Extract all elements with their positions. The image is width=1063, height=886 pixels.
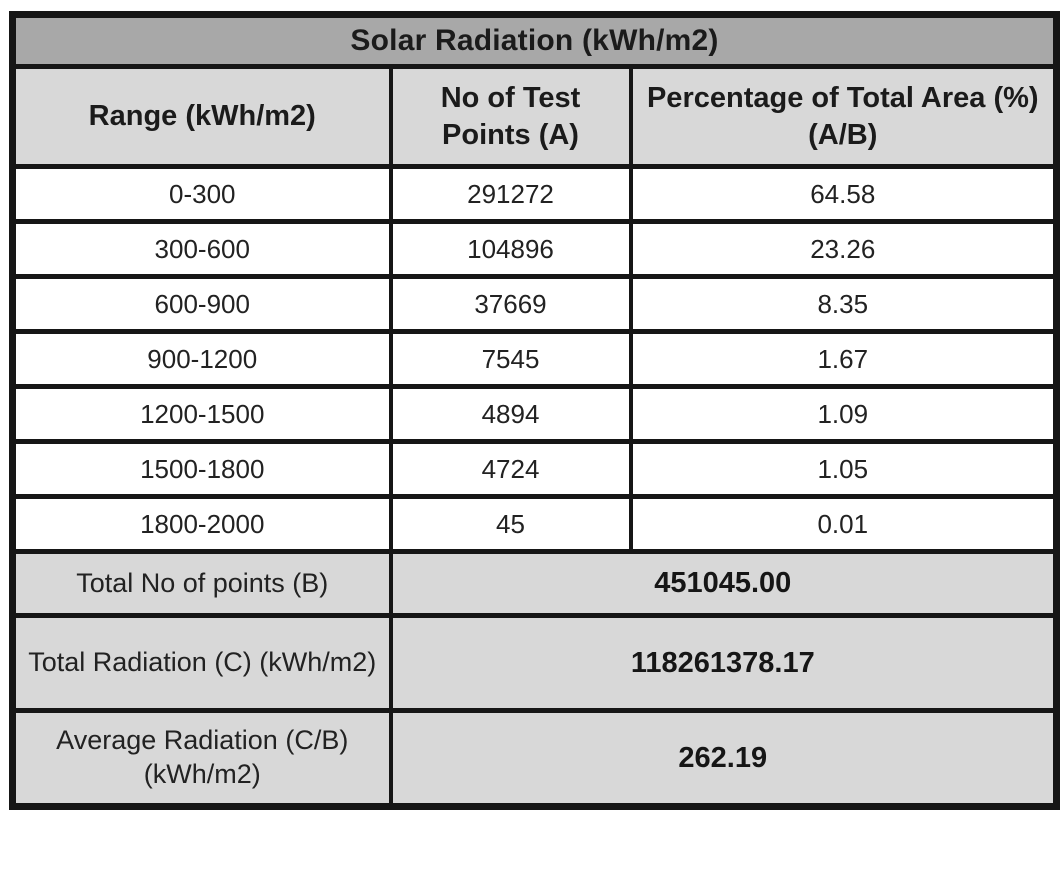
summary-label-total-points: Total No of points (B) <box>10 549 393 618</box>
table-row: 300-600 104896 23.26 <box>10 219 1059 279</box>
percentage-cell: 1.05 <box>628 439 1059 499</box>
table-header-row: Range (kWh/m2) No of Test Points (A) Per… <box>10 64 1059 169</box>
table-title-row: Solar Radiation (kWh/m2) <box>10 12 1059 69</box>
range-cell: 1800-2000 <box>10 494 393 554</box>
range-cell: 1200-1500 <box>10 384 393 444</box>
summary-value-average-radiation: 262.19 <box>388 708 1059 809</box>
summary-row-total-radiation: Total Radiation (C) (kWh/m2) 118261378.1… <box>10 613 1059 713</box>
percentage-cell: 1.67 <box>628 329 1059 389</box>
table-title: Solar Radiation (kWh/m2) <box>10 12 1059 69</box>
range-cell: 600-900 <box>10 274 393 334</box>
percentage-cell: 0.01 <box>628 494 1059 554</box>
table-row: 1200-1500 4894 1.09 <box>10 384 1059 444</box>
points-cell: 104896 <box>388 219 633 279</box>
range-cell: 300-600 <box>10 219 393 279</box>
percentage-cell: 8.35 <box>628 274 1059 334</box>
range-cell: 1500-1800 <box>10 439 393 499</box>
points-cell: 4894 <box>388 384 633 444</box>
column-header-test-points: No of Test Points (A) <box>388 64 633 169</box>
column-header-percentage: Percentage of Total Area (%) (A/B) <box>628 64 1059 169</box>
range-cell: 0-300 <box>10 164 393 224</box>
table-row: 1500-1800 4724 1.05 <box>10 439 1059 499</box>
percentage-cell: 1.09 <box>628 384 1059 444</box>
table-row: 1800-2000 45 0.01 <box>10 494 1059 554</box>
column-header-range: Range (kWh/m2) <box>10 64 393 169</box>
points-cell: 37669 <box>388 274 633 334</box>
percentage-cell: 64.58 <box>628 164 1059 224</box>
summary-label-total-radiation: Total Radiation (C) (kWh/m2) <box>10 613 393 713</box>
points-cell: 4724 <box>388 439 633 499</box>
points-cell: 291272 <box>388 164 633 224</box>
summary-row-average-radiation: Average Radiation (C/B) (kWh/m2) 262.19 <box>10 708 1059 809</box>
solar-radiation-table: Solar Radiation (kWh/m2) Range (kWh/m2) … <box>9 11 1061 810</box>
range-cell: 900-1200 <box>10 329 393 389</box>
summary-value-total-points: 451045.00 <box>388 549 1059 618</box>
table-row: 600-900 37669 8.35 <box>10 274 1059 334</box>
table-row: 0-300 291272 64.58 <box>10 164 1059 224</box>
summary-value-total-radiation: 118261378.17 <box>388 613 1059 713</box>
points-cell: 45 <box>388 494 633 554</box>
summary-row-total-points: Total No of points (B) 451045.00 <box>10 549 1059 618</box>
percentage-cell: 23.26 <box>628 219 1059 279</box>
summary-label-average-radiation: Average Radiation (C/B) (kWh/m2) <box>10 708 393 809</box>
points-cell: 7545 <box>388 329 633 389</box>
table-row: 900-1200 7545 1.67 <box>10 329 1059 389</box>
